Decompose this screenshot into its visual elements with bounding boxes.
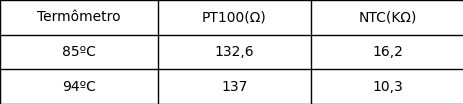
Text: 94ºC: 94ºC [62, 80, 96, 94]
Text: PT100(Ω): PT100(Ω) [201, 10, 266, 24]
Text: 16,2: 16,2 [371, 45, 402, 59]
Text: 10,3: 10,3 [371, 80, 402, 94]
Text: NTC(KΩ): NTC(KΩ) [357, 10, 416, 24]
Text: 132,6: 132,6 [214, 45, 254, 59]
Text: 137: 137 [221, 80, 247, 94]
Text: Termômetro: Termômetro [37, 10, 120, 24]
Text: 85ºC: 85ºC [62, 45, 96, 59]
